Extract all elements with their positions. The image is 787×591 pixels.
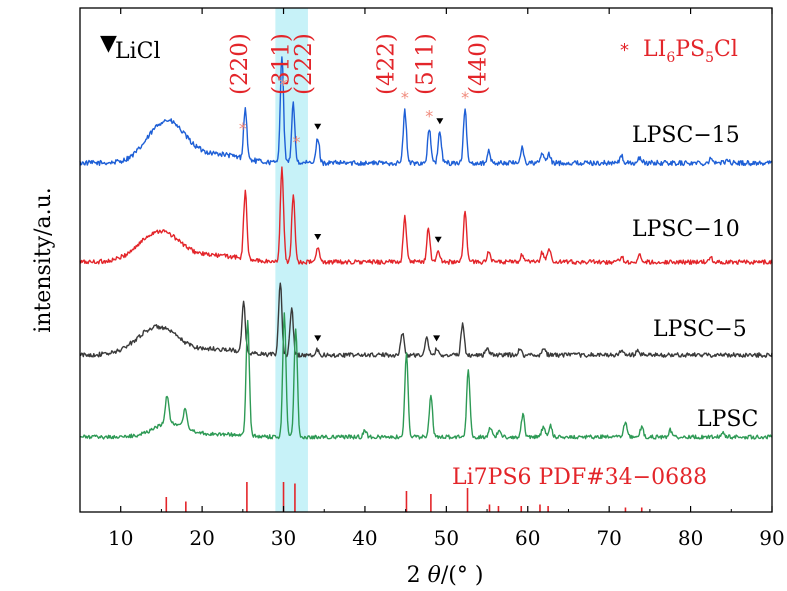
legend-lpsc-sub: 6 (666, 50, 675, 66)
y-axis-title: intensity/a.u. (31, 187, 56, 333)
peak-marker-layer: * * * * * * (239, 75, 469, 342)
series-label: LPSC−15 (632, 123, 740, 148)
legend-lpsc-label: LI6PS5Cl (643, 37, 738, 66)
legend-lpsc-part: LI (643, 37, 666, 62)
hkl-label: (440) (465, 33, 491, 95)
x-tick-label: 80 (678, 526, 703, 550)
series-line (79, 282, 773, 358)
x-tick-label: 50 (434, 526, 459, 550)
legend-lpsc-sub: 5 (705, 50, 714, 66)
x-tick-label: 20 (189, 526, 214, 550)
triangle-icon (434, 236, 442, 243)
legend-lpsc: * LI6PS5Cl (620, 37, 738, 66)
x-axis-title: 2 θ/(° ) (407, 563, 484, 588)
x-axis-title-prefix: 2 (407, 563, 421, 588)
hkl-label: (511) (413, 33, 439, 95)
series-line (79, 312, 773, 440)
triangle-icon (314, 335, 322, 342)
legend-lpsc-part: Cl (714, 37, 738, 62)
plot-frame (79, 7, 773, 513)
asterisk-icon: * (293, 132, 301, 151)
asterisk-icon: * (461, 88, 469, 107)
series-label: LPSC−5 (653, 317, 747, 342)
legend-licl: ▼ LiCl (100, 31, 161, 64)
reference-label: Li7PS6 PDF#34−0688 (452, 465, 707, 490)
x-axis-title-unit: /(° ) (441, 563, 484, 588)
asterisk-icon: * (620, 40, 629, 61)
x-tick-label: 10 (108, 526, 133, 550)
x-axis-title-symbol: θ (428, 563, 441, 588)
triangle-icon (314, 233, 322, 240)
triangle-icon (314, 123, 322, 130)
legend-licl-label: LiCl (115, 39, 161, 64)
series-label: LPSC (697, 407, 758, 432)
series-label: LPSC−10 (632, 217, 740, 242)
triangle-icon: ▼ (100, 31, 117, 56)
triangle-icon (433, 335, 441, 342)
asterisk-icon: * (280, 75, 288, 94)
triangle-icon (436, 118, 444, 125)
asterisk-icon: * (401, 88, 409, 107)
x-tick-label: 70 (596, 526, 621, 550)
x-tick-label: 90 (759, 526, 784, 550)
x-tick-label: 60 (515, 526, 540, 550)
hkl-label: (311) (268, 33, 294, 95)
x-tick-label: 30 (271, 526, 296, 550)
asterisk-icon: * (239, 119, 247, 138)
series-layer (79, 56, 773, 440)
asterisk-icon: * (425, 106, 433, 125)
hkl-label: (220) (227, 33, 253, 95)
series-line (79, 166, 773, 265)
legend-lpsc-part: PS (675, 37, 705, 62)
hkl-label-layer: (220) (311) (222) (422) (511) (440) (227, 33, 492, 95)
series-line (79, 56, 773, 167)
hkl-label: (222) (291, 33, 317, 95)
axis-layer: 10 20 30 40 50 60 70 80 90 (79, 7, 785, 550)
hkl-label: (422) (373, 33, 399, 95)
x-tick-label: 40 (352, 526, 377, 550)
